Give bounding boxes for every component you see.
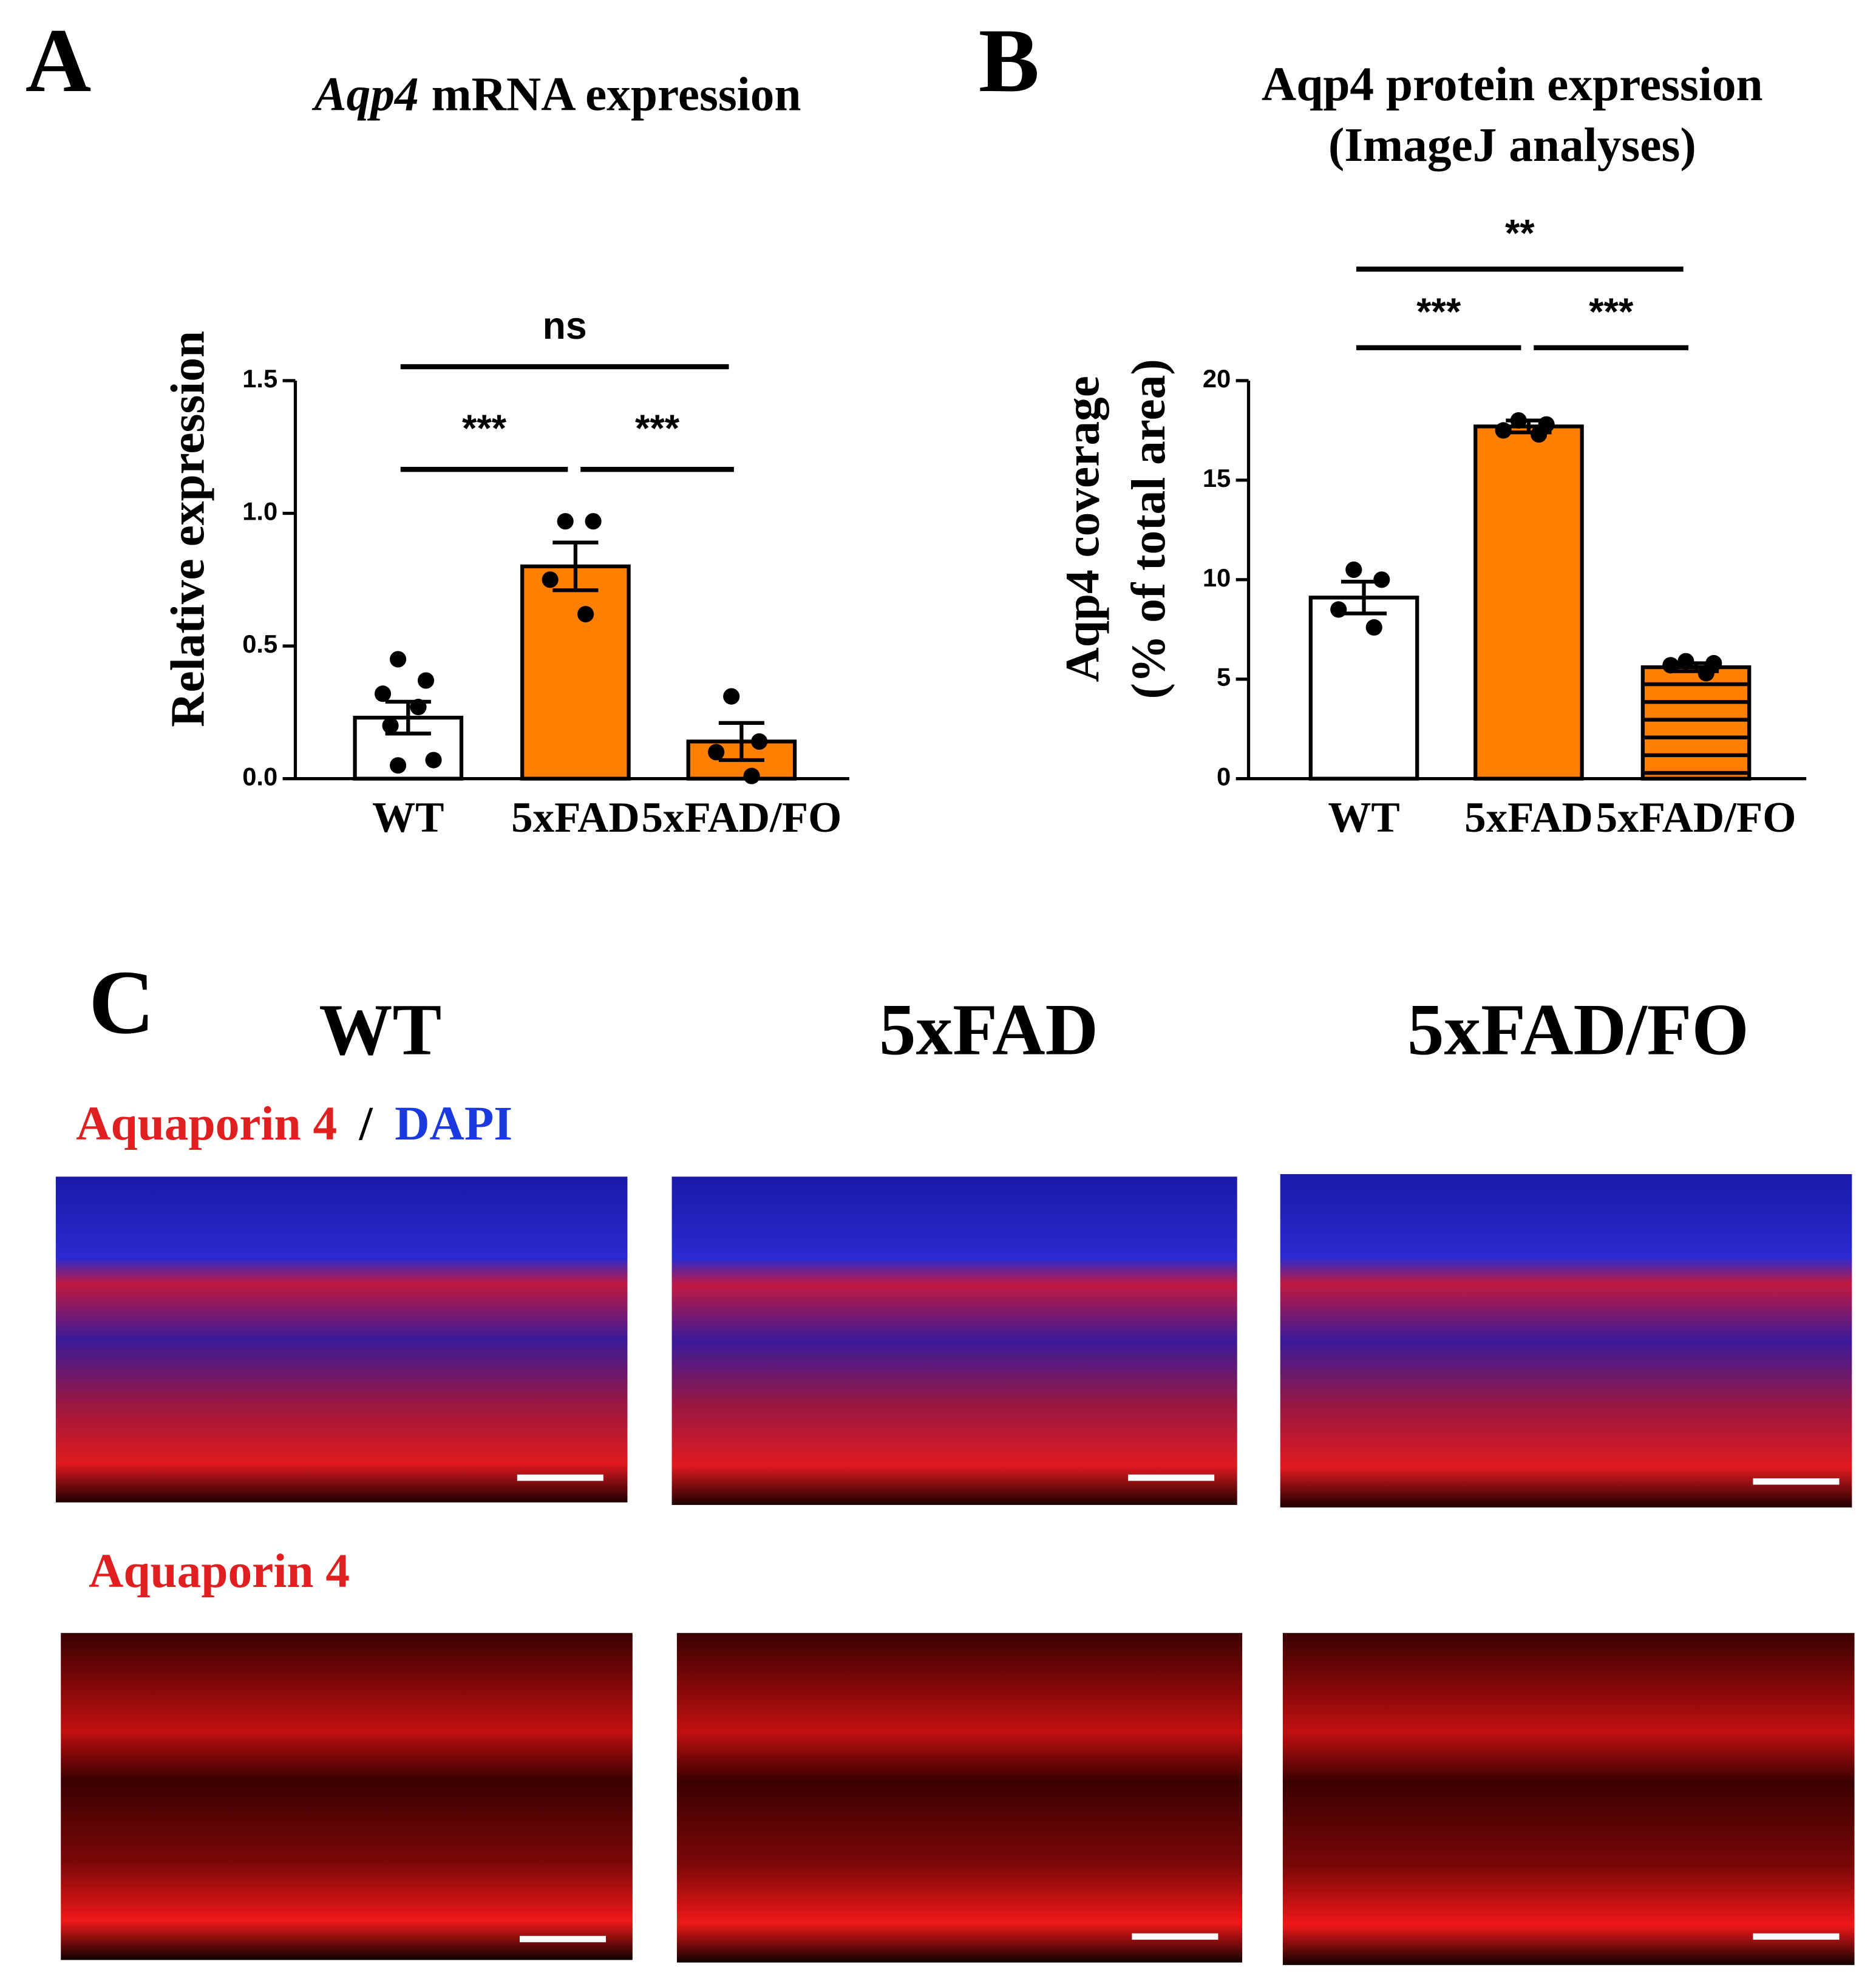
data-point bbox=[1510, 412, 1527, 429]
y-tick-label: 1.0 bbox=[242, 497, 277, 526]
y-tick-label: 10 bbox=[1203, 563, 1231, 592]
chart-title-italic: Aqp4 bbox=[311, 68, 419, 121]
micrograph bbox=[55, 1177, 628, 1503]
x-tick-label: WT bbox=[1328, 794, 1399, 841]
scale-bar bbox=[520, 1935, 606, 1943]
chart: Aqp4 mRNA expression Relative expression 0.… bbox=[161, 68, 849, 841]
panel-label: A bbox=[25, 10, 92, 111]
column-label: 5xFAD/FO bbox=[1407, 989, 1749, 1070]
error-bar bbox=[718, 721, 764, 763]
data-point bbox=[1495, 422, 1512, 439]
scale-bar bbox=[1753, 1478, 1840, 1485]
scale-bars bbox=[517, 1474, 1840, 1943]
row-label-sep: / bbox=[359, 1097, 373, 1150]
data-point bbox=[557, 513, 574, 530]
y-axis-label: (% of total area) bbox=[1122, 359, 1175, 699]
data-point bbox=[374, 685, 392, 702]
data-point bbox=[1365, 619, 1382, 636]
column-label: WT bbox=[319, 989, 441, 1070]
data-point bbox=[1531, 426, 1548, 443]
chart-title: Aqp4 protein expression bbox=[1262, 58, 1763, 111]
chart-title: (ImageJ analyses) bbox=[1328, 118, 1696, 172]
y-tick-label: 0.5 bbox=[242, 630, 277, 658]
data-point bbox=[1677, 653, 1694, 670]
row-label: Aquaporin 4 / DAPI bbox=[76, 1097, 512, 1150]
data-point bbox=[585, 513, 602, 530]
micrograph bbox=[61, 1632, 633, 1960]
panel-label: B bbox=[979, 10, 1039, 111]
data-point bbox=[410, 699, 427, 716]
significance-label: *** bbox=[635, 407, 680, 450]
y-tick-label: 5 bbox=[1217, 663, 1231, 691]
chart: Aqp4 protein expression (ImageJ analyses)… bbox=[1056, 58, 1807, 841]
data-point bbox=[743, 767, 760, 784]
significance-label: *** bbox=[462, 407, 507, 450]
micrograph bbox=[1280, 1174, 1852, 1508]
error-bar bbox=[552, 540, 599, 593]
data-point bbox=[723, 688, 740, 705]
y-tick-label: 0 bbox=[1217, 763, 1231, 791]
data-point bbox=[1373, 571, 1390, 588]
data-point bbox=[417, 672, 435, 689]
y-tick-label: 0.0 bbox=[242, 763, 277, 791]
x-tick-label: WT bbox=[372, 794, 444, 841]
data-point bbox=[542, 571, 559, 588]
bar bbox=[1640, 665, 1752, 781]
bar bbox=[1473, 424, 1584, 781]
data-point bbox=[1345, 561, 1362, 579]
bar bbox=[520, 564, 631, 781]
x-tick-label: 5xFAD/FO bbox=[1596, 794, 1796, 841]
x-tick-label: 5xFAD bbox=[1464, 794, 1593, 841]
scale-bar bbox=[517, 1474, 603, 1481]
y-tick-label: 1.5 bbox=[242, 364, 277, 393]
data-point bbox=[708, 744, 725, 761]
scale-bar bbox=[1753, 1933, 1840, 1940]
column-label: 5xFAD bbox=[879, 989, 1098, 1070]
y-axis-label: Relative expression bbox=[161, 331, 215, 727]
row-label: Aquaporin 4 bbox=[89, 1544, 350, 1598]
micrograph bbox=[671, 1177, 1237, 1505]
data-point bbox=[390, 651, 407, 668]
data-point bbox=[577, 606, 594, 623]
panel-label: C bbox=[89, 951, 155, 1053]
data-point bbox=[390, 757, 407, 774]
data-point bbox=[1330, 601, 1347, 618]
x-tick-label: 5xFAD bbox=[511, 794, 640, 841]
significance-label: *** bbox=[1416, 291, 1461, 333]
significance-label: ** bbox=[1505, 212, 1535, 255]
row-label-red: Aquaporin 4 bbox=[76, 1097, 337, 1150]
significance-label: ns bbox=[543, 305, 587, 347]
data-point bbox=[1698, 665, 1715, 682]
data-point bbox=[382, 717, 399, 734]
row-label-blue: DAPI bbox=[395, 1097, 512, 1150]
micrograph bbox=[1282, 1632, 1855, 1965]
scale-bar bbox=[1132, 1933, 1218, 1940]
y-tick-label: 20 bbox=[1203, 364, 1231, 393]
micrograph bbox=[676, 1632, 1243, 1963]
significance-label: *** bbox=[1589, 291, 1634, 333]
x-tick-label: 5xFAD/FO bbox=[641, 794, 841, 841]
micrograph-grid bbox=[55, 1174, 1855, 1965]
data-point bbox=[425, 752, 442, 769]
y-tick-label: 15 bbox=[1203, 464, 1231, 492]
y-axis-label: Aqp4 coverage bbox=[1056, 376, 1110, 682]
bar bbox=[1308, 596, 1419, 781]
data-point bbox=[1662, 657, 1679, 674]
data-point bbox=[751, 733, 768, 750]
chart-title-rest: mRNA expression bbox=[432, 68, 801, 121]
chart-title: Aqp4 mRNA expression bbox=[311, 68, 801, 121]
scale-bar bbox=[1128, 1474, 1215, 1481]
